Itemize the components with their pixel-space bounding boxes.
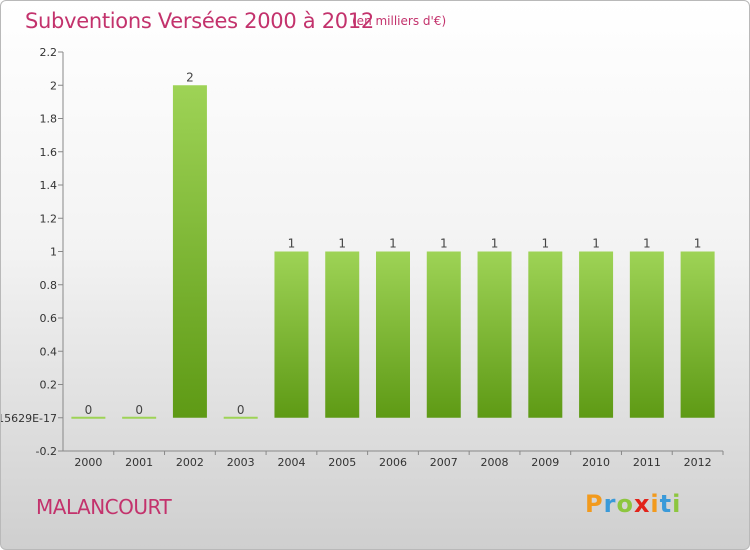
bar (325, 251, 360, 418)
data-label: 1 (440, 237, 448, 251)
x-tick-label: 2000 (74, 456, 102, 469)
bar (680, 251, 715, 418)
y-tick-label: 1.2 (40, 212, 58, 225)
chart-title: Subventions Versées 2000 à 2012 (25, 9, 374, 33)
y-tick-label: 0.6 (40, 312, 58, 325)
x-tick-label: 2006 (379, 456, 407, 469)
city-name: MALANCOURT (36, 495, 172, 519)
bar (426, 251, 461, 418)
x-tick-label: 2005 (328, 456, 356, 469)
bar (71, 416, 106, 419)
y-tick-label: -0.2 (36, 445, 57, 458)
chart-unit: (en milliers d'€) (352, 14, 447, 28)
bar (528, 251, 563, 418)
data-label: 1 (491, 237, 499, 251)
y-tick-label: 1 (50, 246, 57, 259)
logo-letter: o (616, 490, 634, 518)
bar (274, 251, 309, 418)
bar (376, 251, 410, 418)
x-tick-label: 2011 (633, 456, 661, 469)
logo-letter: P (585, 490, 604, 518)
x-tick-label: 2007 (430, 456, 458, 469)
bar (122, 416, 157, 419)
x-tick-label: 2002 (176, 456, 204, 469)
bar (172, 85, 207, 418)
data-label: 1 (338, 237, 346, 251)
x-tick-label: 2003 (227, 456, 255, 469)
data-label: 1 (643, 237, 651, 251)
x-tick-label: 2008 (481, 456, 509, 469)
y-tick-label: 2.2 (40, 46, 58, 59)
y-tick-label: 0.4 (40, 345, 58, 358)
bar (629, 251, 664, 418)
data-label: 1 (694, 237, 702, 251)
logo-letter: t (659, 490, 673, 518)
x-tick-label: 2004 (277, 456, 305, 469)
logo-letter: x (633, 490, 651, 518)
x-tick-label: 2010 (582, 456, 610, 469)
data-label: 0 (85, 403, 93, 417)
data-label: 1 (541, 237, 549, 251)
x-tick-label: 2012 (684, 456, 712, 469)
proxiti-logo[interactable]: Proxiti (585, 490, 681, 518)
data-label: 1 (288, 237, 296, 251)
bar (477, 251, 512, 418)
logo-letter: i (672, 490, 682, 518)
y-tick-label: 1.6 (40, 146, 58, 159)
y-tick-label: 2 (50, 79, 57, 92)
y-tick-label: 1.4 (40, 179, 58, 192)
logo-letter: i (650, 490, 660, 518)
y-tick-label: 0.8 (40, 279, 58, 292)
y-tick-label: 1.8 (40, 113, 58, 126)
data-label: 1 (389, 237, 397, 251)
data-label: 1 (592, 237, 600, 251)
x-tick-label: 2009 (531, 456, 559, 469)
data-label: 0 (237, 403, 245, 417)
logo-letter: r (603, 490, 617, 518)
bar (579, 251, 614, 418)
y-tick-label: 0.2 (40, 379, 58, 392)
x-tick-label: 2001 (125, 456, 153, 469)
y-tick-label: 15629E-17 (1, 412, 57, 425)
data-label: 0 (135, 403, 143, 417)
bar (223, 416, 258, 419)
data-label: 2 (186, 70, 194, 84)
